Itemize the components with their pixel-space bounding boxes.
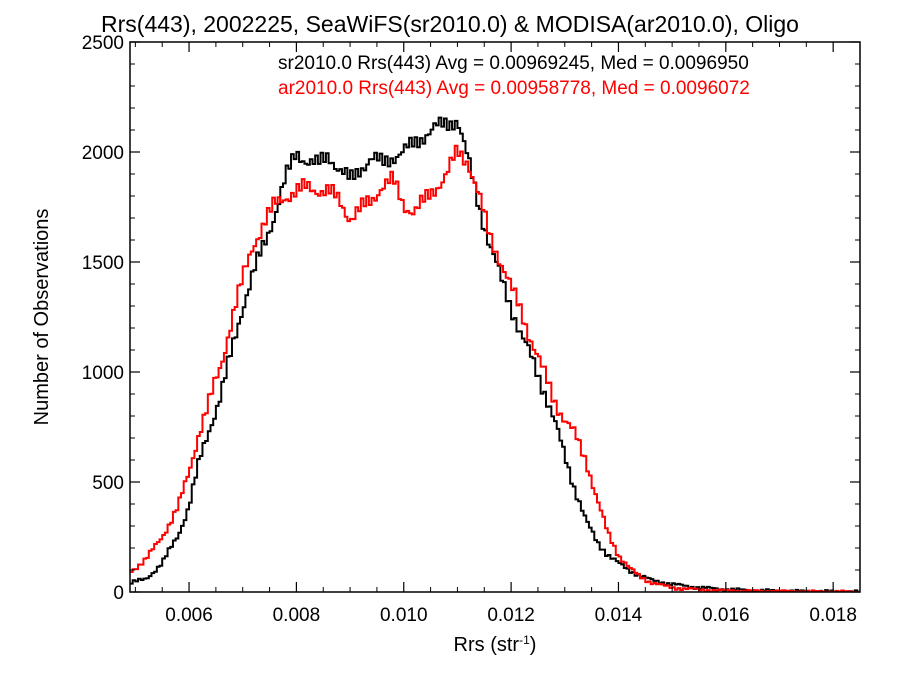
x-tick-label: 0.012 — [487, 605, 535, 626]
series-line-1 — [130, 144, 860, 592]
legend-entry-sr2010: sr2010.0 Rrs(443) Avg = 0.00969245, Med … — [278, 53, 749, 74]
x-tick-label: 0.018 — [809, 605, 857, 626]
y-tick-label: 0 — [113, 583, 124, 604]
y-tick-label: 2000 — [82, 143, 124, 164]
y-tick-label: 500 — [92, 473, 124, 494]
series-layer — [130, 116, 860, 592]
x-axis-title: Rrs (str-1) — [454, 633, 537, 656]
x-tick-label: 0.016 — [702, 605, 750, 626]
x-tick-label: 0.006 — [165, 605, 213, 626]
x-tick-label: 0.008 — [273, 605, 321, 626]
chart-title: Rrs(443), 2002225, SeaWiFS(sr2010.0) & M… — [101, 11, 799, 37]
y-axis-title: Number of Observations — [31, 209, 53, 426]
x-tick-label: 0.014 — [595, 605, 643, 626]
y-tick-label: 2500 — [82, 33, 124, 54]
y-tick-label: 1000 — [82, 363, 124, 384]
plot-frame — [129, 41, 861, 593]
axis-ticks: 0.006 0.008 0.010 0.012 0.014 0.016 0.018 0 500 1… — [82, 33, 861, 626]
series-line-0 — [130, 116, 860, 592]
y-tick-label: 1500 — [82, 253, 124, 274]
legend-entry-ar2010: ar2010.0 Rrs(443) Avg = 0.00958778, Med … — [278, 78, 750, 99]
x-tick-label: 0.010 — [380, 605, 428, 626]
